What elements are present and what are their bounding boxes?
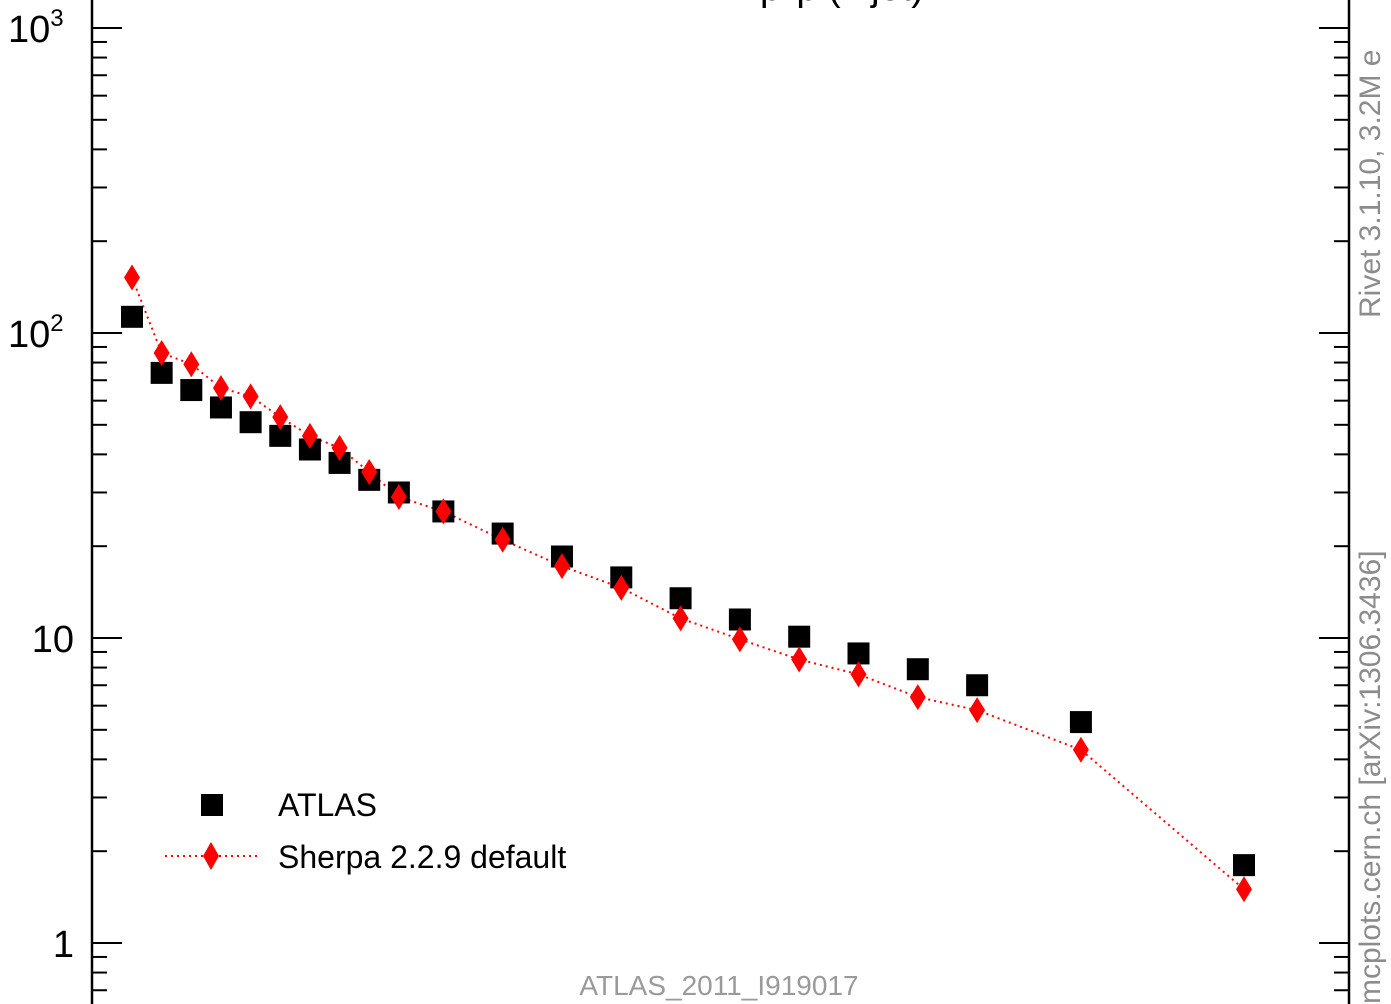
sherpa-point: [153, 339, 170, 366]
atlas-point: [298, 438, 321, 461]
y-axis-ticks: [92, 27, 1349, 992]
atlas-point: [1069, 711, 1092, 734]
atlas-point: [966, 674, 989, 697]
rivet-label: Rivet 3.1.10, 3.2M e: [1354, 50, 1387, 318]
y-tick-label: 1: [53, 924, 74, 966]
atlas-point: [121, 305, 143, 328]
sherpa-point: [969, 697, 986, 724]
sherpa-point: [435, 498, 452, 525]
sherpa-point: [553, 553, 570, 580]
chart-title: p p ( jet): [760, 0, 924, 9]
y-axis-tick-labels: 1 10 102 103: [8, 5, 74, 966]
sherpa-point: [1072, 736, 1089, 763]
mcplots-label: mcplots.cern.ch [arXiv:1306.3436]: [1354, 550, 1387, 1004]
atlas-point: [150, 361, 173, 384]
sherpa-point: [301, 422, 318, 449]
legend-sherpa-marker: [203, 842, 219, 870]
sherpa-point: [613, 574, 630, 601]
sherpa-point: [672, 605, 689, 632]
atlas-point: [239, 411, 262, 434]
y-tick-label: 102: [8, 310, 64, 356]
sherpa-point: [212, 375, 229, 402]
atlas-point: [328, 451, 351, 474]
sherpa-point: [361, 459, 378, 486]
analysis-id: ATLAS_2011_I919017: [579, 970, 858, 1001]
legend-atlas-marker: [201, 794, 223, 816]
sherpa-point: [1236, 876, 1252, 903]
sherpa-point: [124, 264, 140, 291]
atlas-point: [728, 608, 751, 631]
sherpa-point: [331, 434, 348, 461]
y-tick-label: 10: [32, 619, 74, 661]
atlas-point: [906, 658, 929, 681]
sherpa-point: [850, 661, 867, 688]
sherpa-point: [183, 351, 200, 378]
legend-atlas-label: ATLAS: [278, 787, 377, 823]
atlas-point: [847, 642, 870, 665]
atlas-point: [209, 396, 232, 419]
legend-sherpa-label: Sherpa 2.2.9 default: [278, 839, 566, 875]
data-points: [121, 264, 1255, 903]
atlas-point: [180, 379, 203, 402]
sherpa-point: [731, 626, 748, 653]
sherpa-point: [390, 483, 407, 510]
sherpa-point: [791, 646, 808, 673]
y-tick-label: 103: [8, 5, 64, 51]
sherpa-point: [494, 526, 511, 553]
sherpa-point: [242, 383, 259, 410]
atlas-point: [788, 625, 811, 648]
sherpa-point: [272, 404, 289, 431]
sherpa-point: [909, 684, 926, 711]
legend: ATLAS Sherpa 2.2.9 default: [165, 787, 566, 875]
atlas-point: [669, 587, 692, 610]
atlas-point: [1233, 854, 1255, 877]
atlas-point: [269, 424, 292, 447]
